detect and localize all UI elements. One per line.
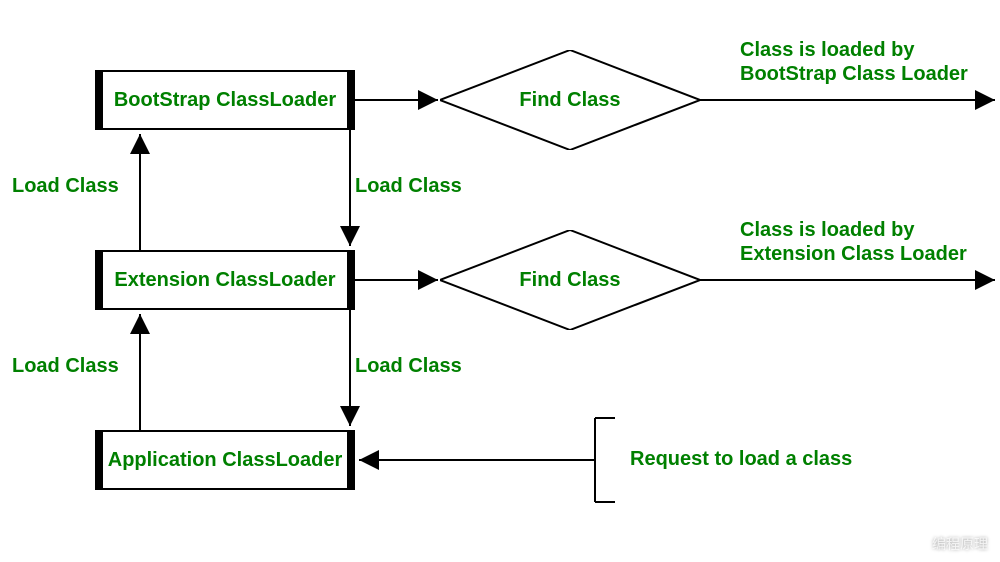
node-find-1-label: Find Class	[519, 89, 620, 112]
node-application: Application ClassLoader	[95, 430, 355, 490]
node-application-label: Application ClassLoader	[108, 449, 343, 472]
node-find-1: Find Class	[440, 50, 700, 150]
label-request: Request to load a class	[630, 448, 852, 471]
watermark-text: 编程原理	[932, 534, 988, 554]
node-bootstrap: BootStrap ClassLoader	[95, 70, 355, 130]
label-load-class-lr: Load Class	[355, 355, 462, 378]
watermark: 编程原理	[906, 534, 988, 554]
node-find-2-label: Find Class	[519, 269, 620, 292]
label-load-class-ul: Load Class	[12, 175, 119, 198]
wechat-icon	[906, 534, 926, 554]
label-result-2: Class is loaded by Extension Class Loade…	[740, 218, 967, 266]
label-load-class-ll: Load Class	[12, 355, 119, 378]
label-load-class-ur: Load Class	[355, 175, 462, 198]
label-result-1-line2: BootStrap Class Loader	[740, 63, 968, 85]
label-result-1: Class is loaded by BootStrap Class Loade…	[740, 38, 968, 86]
node-find-2: Find Class	[440, 230, 700, 330]
node-extension-label: Extension ClassLoader	[114, 269, 335, 292]
label-result-1-line1: Class is loaded by	[740, 39, 915, 61]
node-extension: Extension ClassLoader	[95, 250, 355, 310]
node-bootstrap-label: BootStrap ClassLoader	[114, 89, 336, 112]
label-result-2-line2: Extension Class Loader	[740, 243, 967, 265]
label-result-2-line1: Class is loaded by	[740, 219, 915, 241]
